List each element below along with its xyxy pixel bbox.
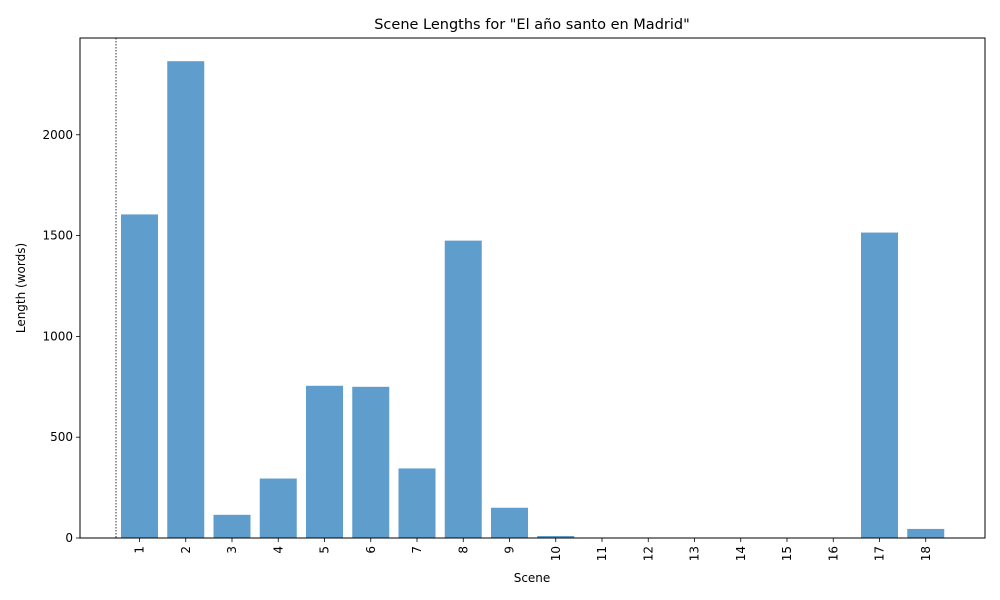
x-tick-label-scene-14: 14	[734, 546, 748, 561]
y-tick-label: 1000	[42, 329, 73, 343]
x-tick-label-scene-16: 16	[826, 546, 840, 561]
x-axis-label: Scene	[514, 571, 551, 585]
bar-scene-17	[861, 232, 898, 538]
bar-scene-4	[259, 478, 297, 538]
plot-area-frame	[79, 37, 986, 539]
bar-scene-1	[121, 214, 158, 538]
x-tick-label-scene-1: 1	[133, 546, 147, 554]
bars-group	[121, 61, 945, 538]
x-axis: 1 2 3 4 5 6 7 8 9 10 11 12 13 14 15 16 17 18	[133, 538, 933, 561]
x-tick-label-scene-15: 15	[780, 546, 794, 561]
x-tick-label-scene-12: 12	[641, 546, 655, 561]
x-tick-label-scene-2: 2	[179, 546, 193, 554]
bar-scene-9	[491, 507, 528, 538]
bar-scene-3	[213, 514, 251, 538]
x-tick-label-scene-8: 8	[456, 546, 470, 554]
x-tick-label-scene-9: 9	[503, 546, 517, 554]
x-tick-label-scene-4: 4	[271, 546, 285, 554]
x-tick-label-scene-17: 17	[873, 546, 887, 561]
y-tick-label: 1500	[42, 229, 73, 243]
y-axis: 0 500 1000 1500 2000	[42, 128, 80, 545]
x-tick-label-scene-7: 7	[410, 546, 424, 554]
chart-title: Scene Lengths for "El año santo en Madri…	[374, 17, 690, 33]
bar-scene-2	[167, 61, 205, 538]
x-tick-label-scene-18: 18	[919, 546, 933, 561]
x-tick-label-scene-3: 3	[225, 546, 239, 554]
y-tick-label: 2000	[42, 128, 73, 142]
x-tick-label-scene-10: 10	[549, 546, 563, 561]
x-tick-label-scene-6: 6	[364, 546, 378, 554]
bar-scene-18	[907, 528, 945, 538]
bar-scene-8	[444, 240, 482, 538]
bar-scene-7	[398, 468, 436, 538]
y-tick-label: 0	[65, 531, 73, 545]
x-tick-label-scene-5: 5	[318, 546, 332, 554]
y-axis-label: Length (words)	[14, 243, 28, 333]
bar-scene-5	[306, 385, 343, 538]
bar-scene-10	[537, 535, 575, 538]
x-tick-label-scene-13: 13	[688, 546, 702, 561]
x-tick-label-scene-11: 11	[595, 546, 609, 561]
y-tick-label: 500	[50, 430, 73, 444]
bar-scene-6	[352, 386, 390, 538]
